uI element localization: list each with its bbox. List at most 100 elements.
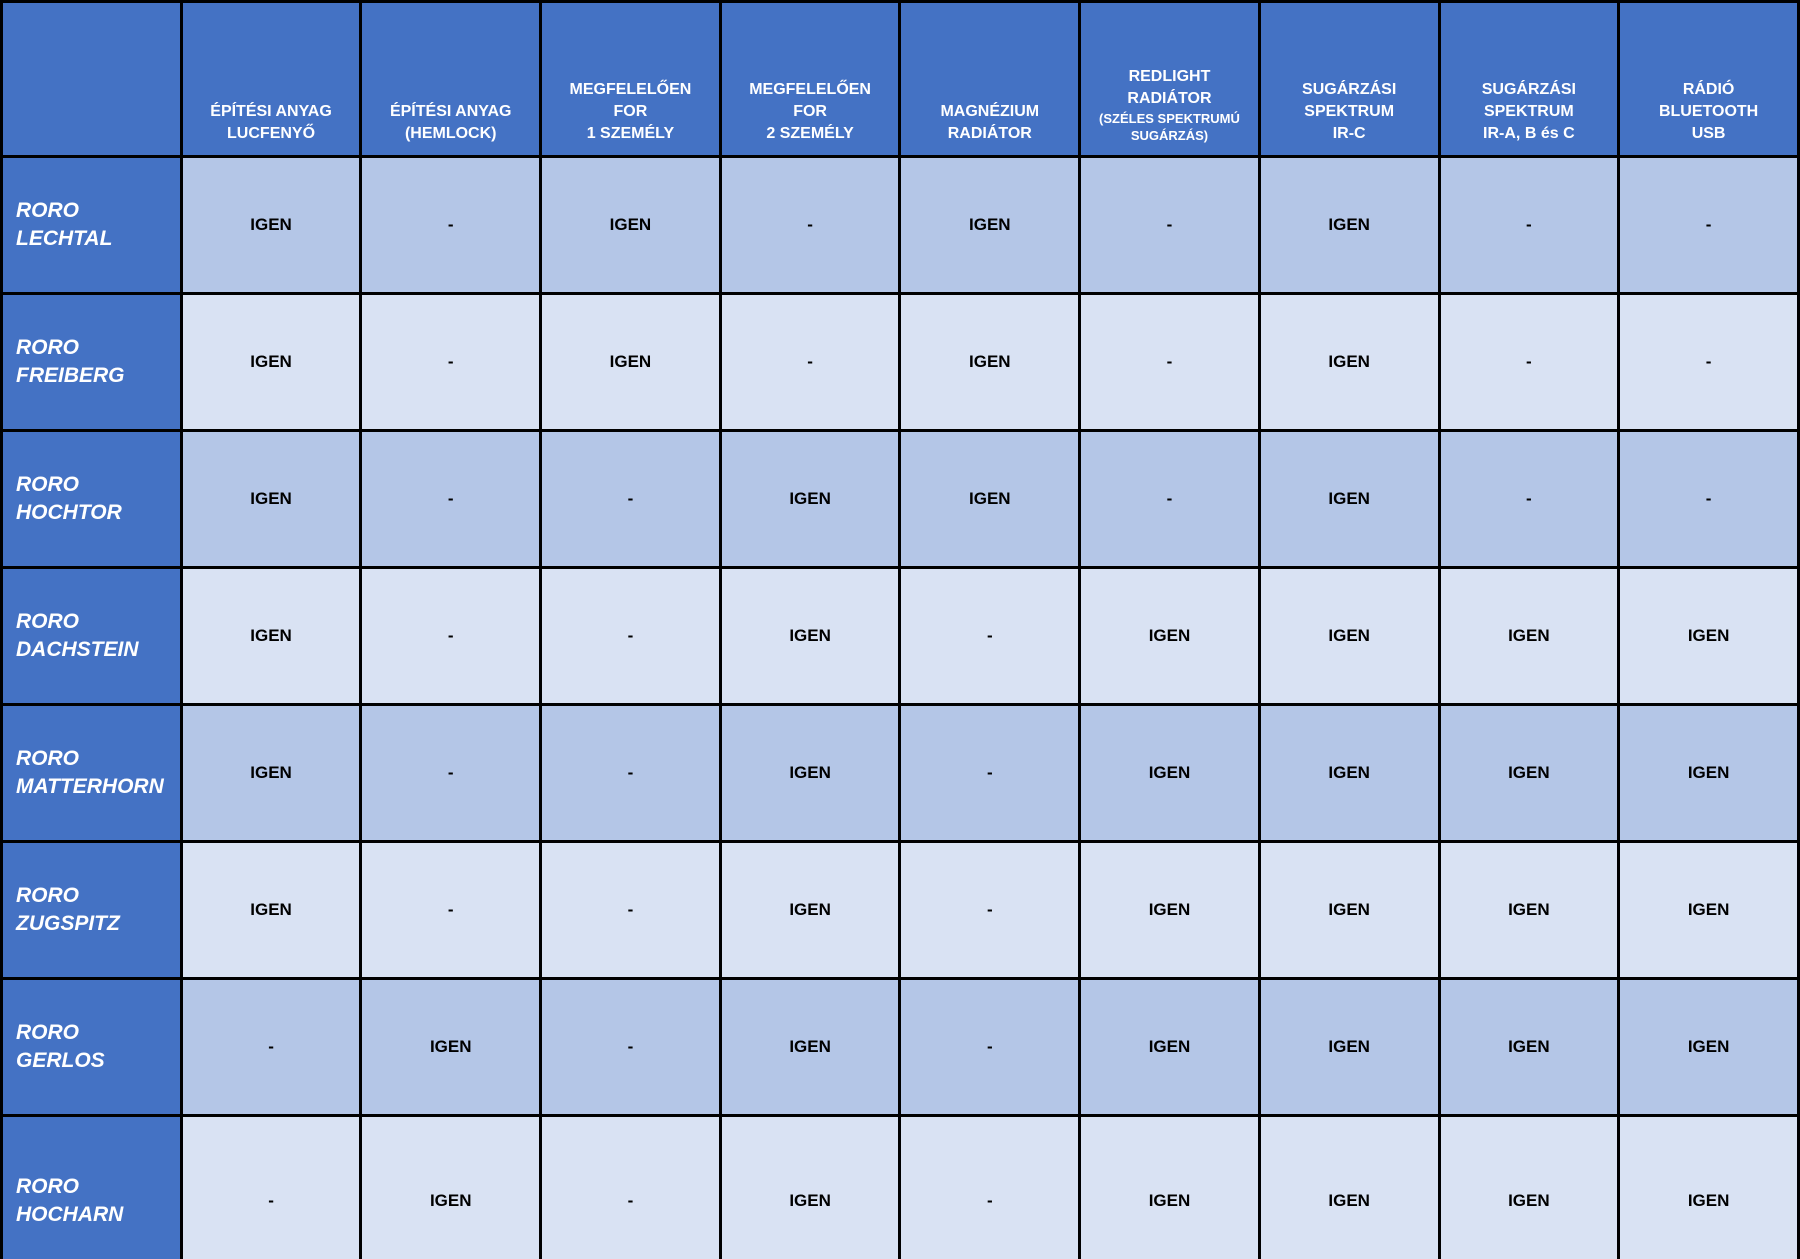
table-cell: IGEN	[1257, 840, 1441, 980]
row-label: RORO MATTERHORN	[0, 703, 183, 843]
table-cell: -	[179, 1114, 363, 1259]
column-header-label: ÉPÍTÉSI ANYAG LUCFENYŐ	[210, 102, 332, 142]
table-cell: -	[539, 977, 722, 1117]
column-header-label: SUGÁRZÁSI SPEKTRUM IR-A, B és C	[1481, 80, 1576, 142]
table-row: RORO LECHTAL IGEN - IGEN - IGEN - IGEN - -	[0, 155, 1800, 295]
table-cell: IGEN	[1437, 703, 1621, 843]
table-cell: IGEN	[1257, 1114, 1441, 1259]
table-cell: -	[539, 703, 722, 843]
table-row: RORO MATTERHORN IGEN - - IGEN - IGEN IGEN IGEN IG…	[0, 703, 1800, 843]
column-header: ÉPÍTÉSI ANYAG (HEMLOCK)	[359, 0, 543, 158]
table-cell: -	[1078, 292, 1261, 432]
row-label: RORO HOCHTOR	[0, 429, 183, 569]
table-body: RORO LECHTAL IGEN - IGEN - IGEN - IGEN - - RORO FR…	[0, 155, 1800, 1259]
column-header: RÁDIÓ BLUETOOTH USB	[1617, 0, 1800, 158]
table-cell: -	[359, 840, 543, 980]
table-cell: IGEN	[539, 292, 722, 432]
table-cell: IGEN	[1257, 977, 1441, 1117]
table-cell: -	[1617, 155, 1800, 295]
table-cell: -	[1078, 155, 1261, 295]
table-cell: -	[539, 840, 722, 980]
corner-cell	[0, 0, 183, 158]
column-header: MEGFELELŐEN FOR 1 SZEMÉLY	[539, 0, 722, 158]
table-cell: IGEN	[1437, 1114, 1621, 1259]
column-header-label: RÁDIÓ BLUETOOTH USB	[1658, 80, 1759, 142]
table-header: ÉPÍTÉSI ANYAG LUCFENYŐ ÉPÍTÉSI ANYAG (HEM…	[0, 0, 1800, 158]
table-cell: IGEN	[179, 429, 363, 569]
table-cell: IGEN	[718, 429, 902, 569]
table-cell: -	[898, 840, 1082, 980]
column-header: MAGNÉZIUM RADIÁTOR	[898, 0, 1082, 158]
table-row: RORO GERLOS - IGEN - IGEN - IGEN IGEN IGEN IGEN	[0, 977, 1800, 1117]
table-cell: IGEN	[1617, 703, 1800, 843]
table-row: RORO ZUGSPITZ IGEN - - IGEN - IGEN IGEN IGEN IGEN	[0, 840, 1800, 980]
table-cell: IGEN	[1437, 840, 1621, 980]
table-cell: IGEN	[1078, 566, 1261, 706]
table-row: RORO HOCHARN - IGEN - IGEN - IGEN IGEN IGEN IGEN	[0, 1114, 1800, 1259]
table-cell: IGEN	[898, 292, 1082, 432]
table-cell: IGEN	[1617, 977, 1800, 1117]
table-cell: -	[718, 155, 902, 295]
column-header-label: REDLIGHT RADIÁTOR	[1127, 67, 1212, 107]
column-header-label: MEGFELELŐEN FOR 1 SZEMÉLY	[569, 80, 692, 142]
table-cell: -	[359, 703, 543, 843]
table-cell: IGEN	[718, 840, 902, 980]
table-cell: IGEN	[179, 566, 363, 706]
table-cell: -	[898, 1114, 1082, 1259]
table-cell: IGEN	[1257, 429, 1441, 569]
table-cell: -	[359, 292, 543, 432]
table-cell: IGEN	[1078, 977, 1261, 1117]
table-cell: IGEN	[718, 566, 902, 706]
table-cell: -	[1437, 429, 1621, 569]
table-cell: IGEN	[898, 429, 1082, 569]
table-cell: IGEN	[179, 292, 363, 432]
table-cell: -	[359, 429, 543, 569]
column-header-sublabel: (SZÉLES SPEKTRUMÚ SUGÁRZÁS)	[1099, 110, 1240, 144]
table-cell: -	[718, 292, 902, 432]
row-label: RORO ZUGSPITZ	[0, 840, 183, 980]
row-label: RORO GERLOS	[0, 977, 183, 1117]
table-cell: -	[1078, 429, 1261, 569]
table-cell: IGEN	[1078, 703, 1261, 843]
table-cell: IGEN	[359, 977, 543, 1117]
column-header-label: ÉPÍTÉSI ANYAG (HEMLOCK)	[389, 102, 512, 142]
table-cell: -	[1437, 292, 1621, 432]
table-cell: -	[539, 1114, 722, 1259]
table-cell: IGEN	[1617, 840, 1800, 980]
table-cell: -	[1617, 292, 1800, 432]
table-cell: IGEN	[718, 977, 902, 1117]
table-cell: -	[179, 977, 363, 1117]
column-header: SUGÁRZÁSI SPEKTRUM IR-C	[1257, 0, 1441, 158]
column-header-label: SUGÁRZÁSI SPEKTRUM IR-C	[1302, 80, 1397, 142]
column-header: REDLIGHT RADIÁTOR (SZÉLES SPEKTRUMÚ SUGÁR…	[1078, 0, 1261, 158]
column-header-label: MEGFELELŐEN FOR 2 SZEMÉLY	[749, 80, 871, 142]
table-cell: IGEN	[179, 840, 363, 980]
table-cell: -	[539, 566, 722, 706]
column-header: SUGÁRZÁSI SPEKTRUM IR-A, B és C	[1437, 0, 1621, 158]
table-cell: IGEN	[1257, 703, 1441, 843]
table-cell: IGEN	[539, 155, 722, 295]
table-cell: -	[898, 703, 1082, 843]
table-cell: -	[359, 566, 543, 706]
row-label: RORO LECHTAL	[0, 155, 183, 295]
table-cell: IGEN	[1437, 566, 1621, 706]
table-cell: IGEN	[1257, 292, 1441, 432]
table-row: RORO HOCHTOR IGEN - - IGEN IGEN - IGEN - -	[0, 429, 1800, 569]
table-cell: IGEN	[898, 155, 1082, 295]
table-cell: IGEN	[1437, 977, 1621, 1117]
table-cell: -	[898, 566, 1082, 706]
table-row: RORO FREIBERG IGEN - IGEN - IGEN - IGEN - -	[0, 292, 1800, 432]
table-cell: IGEN	[1078, 1114, 1261, 1259]
table-cell: IGEN	[359, 1114, 543, 1259]
row-label: RORO FREIBERG	[0, 292, 183, 432]
table-cell: -	[898, 977, 1082, 1117]
column-header: MEGFELELŐEN FOR 2 SZEMÉLY	[718, 0, 902, 158]
column-header: ÉPÍTÉSI ANYAG LUCFENYŐ	[179, 0, 363, 158]
row-label: RORO HOCHARN	[0, 1114, 183, 1259]
table-cell: IGEN	[179, 703, 363, 843]
table-cell: IGEN	[1257, 155, 1441, 295]
table-cell: -	[539, 429, 722, 569]
table-cell: IGEN	[718, 703, 902, 843]
table-cell: IGEN	[1617, 566, 1800, 706]
